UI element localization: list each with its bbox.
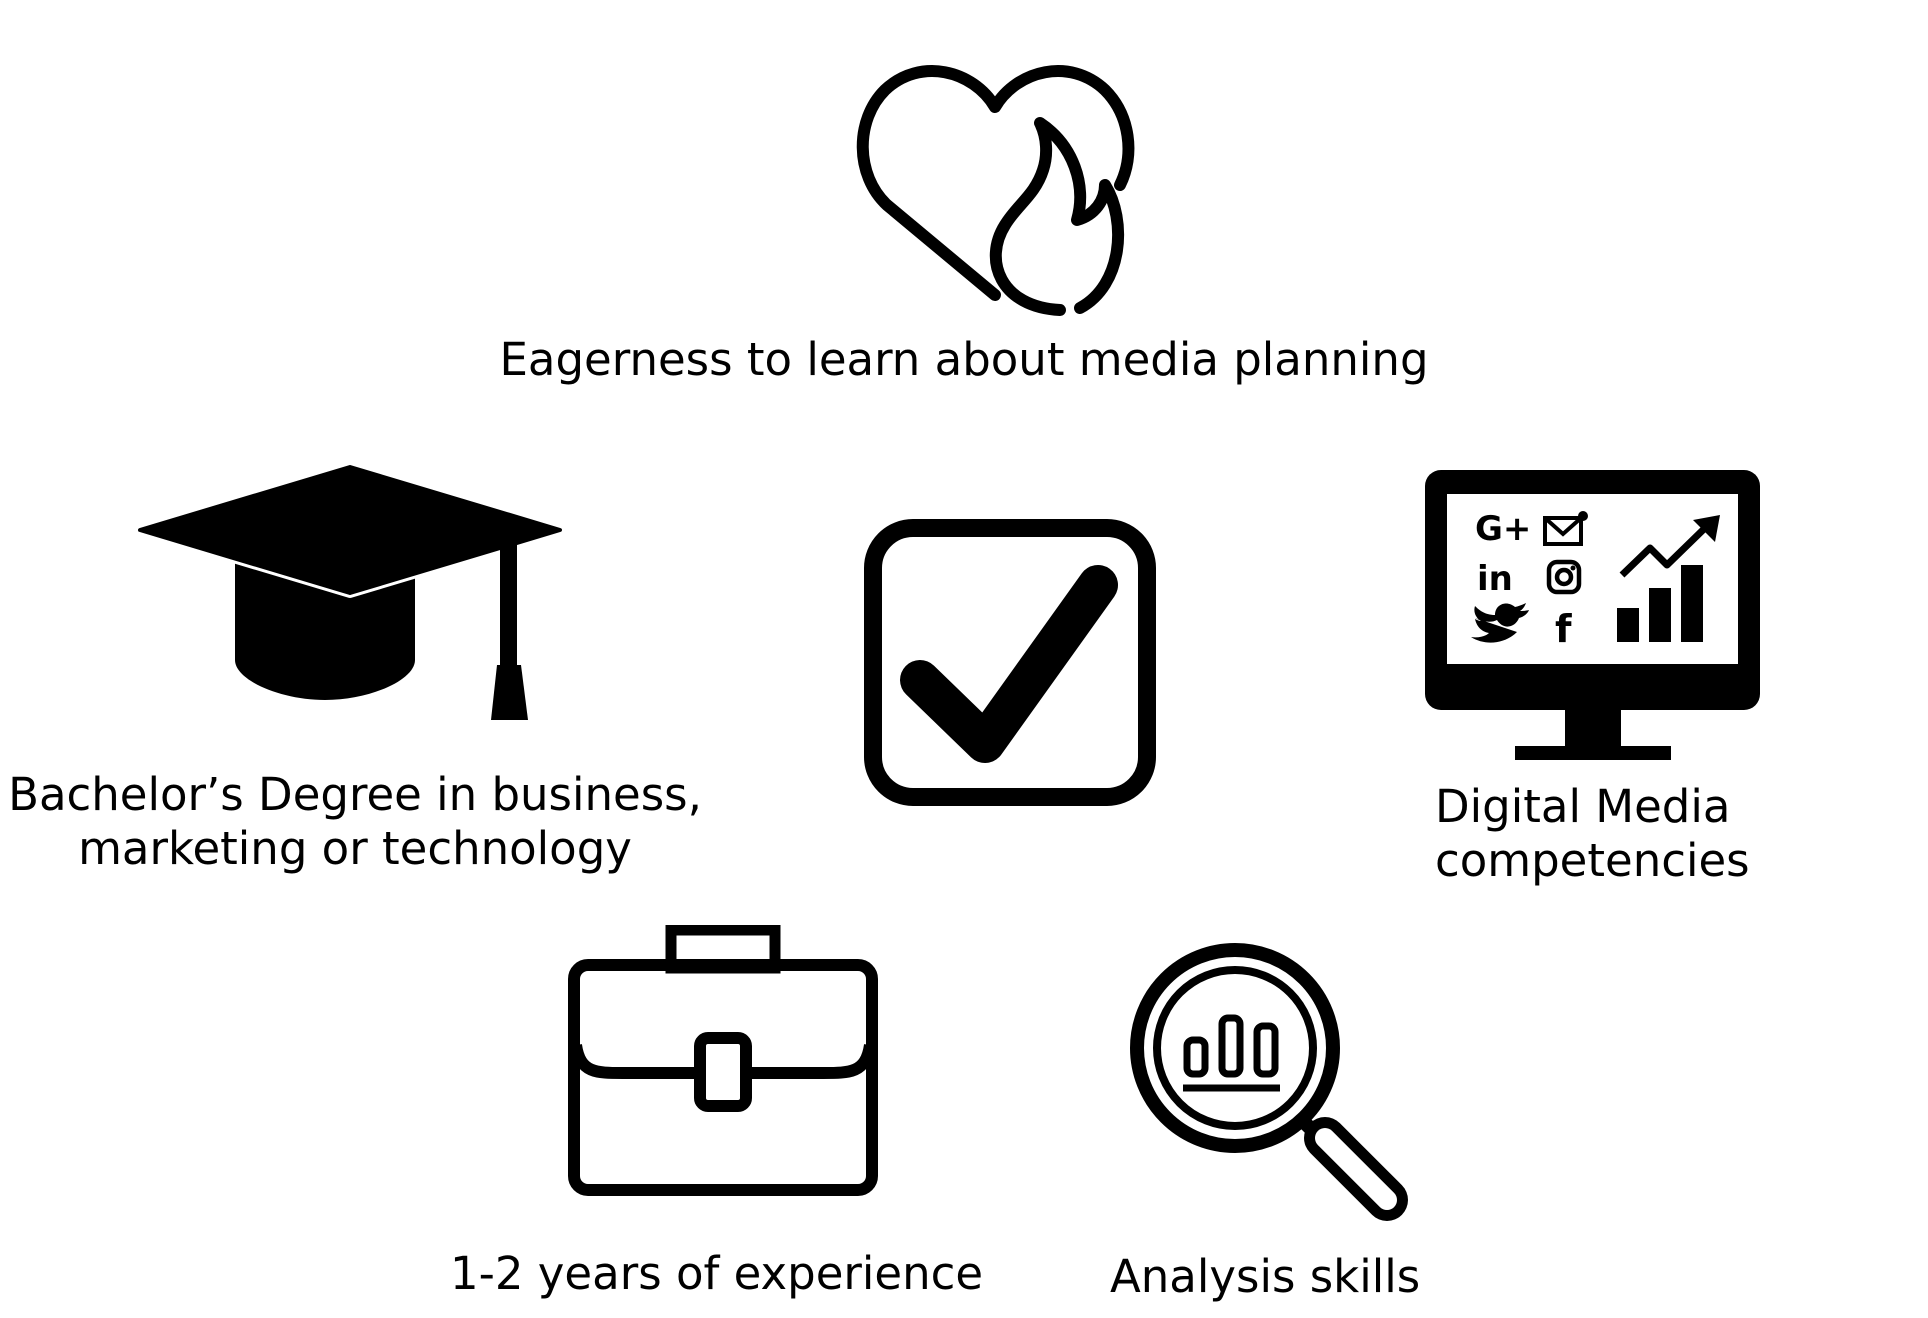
eagerness-label-line-1: Eagerness to learn about media planning [499,333,1429,386]
envelope-icon [1543,511,1588,546]
eagerness-label: Eagerness to learn about media planning [0,333,1928,387]
analysis-label: Analysis skills [1110,1250,1420,1304]
degree-label-line-2: marketing or technology [78,822,632,875]
briefcase-icon [568,925,878,1197]
twitter-icon [1471,603,1529,643]
checkbox-check-icon [860,515,1160,810]
facebook-icon: f [1555,607,1572,651]
digital-media-label-line-2: competencies [1435,834,1750,887]
magnifier-chart-icon [1125,938,1410,1223]
digital-media-label: Digital Media competencies [1435,780,1750,888]
google-plus-icon: G+ [1475,509,1531,549]
linkedin-icon: in [1477,559,1513,599]
digital-media-label-line-1: Digital Media [1435,780,1731,833]
trend-arrow-icon [1619,515,1720,578]
analysis-label-line-1: Analysis skills [1110,1250,1421,1303]
digital-media-monitor-icon: G+ in f [1425,470,1760,765]
heart-flame-icon [855,45,1155,320]
experience-label-line-1: 1-2 years of experience [450,1247,984,1300]
instagram-icon [1546,559,1582,595]
degree-label-line-1: Bachelor’s Degree in business, [8,768,702,821]
experience-label: 1-2 years of experience [450,1247,983,1301]
graduation-cap-icon [135,465,565,730]
degree-label: Bachelor’s Degree in business, marketing… [0,768,710,876]
bar-chart-icon [1617,565,1703,642]
